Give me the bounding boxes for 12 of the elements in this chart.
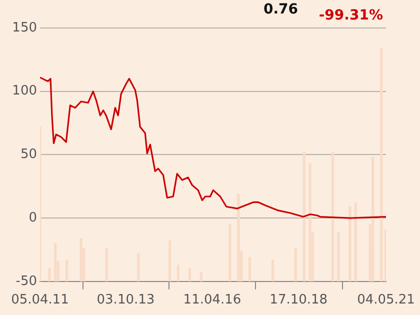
x-tick-label: 11.04.16 [183, 292, 242, 308]
y-tick-label: 100 [12, 84, 37, 99]
x-tick-label: 05.04.11 [11, 292, 69, 308]
y-tick-label: 150 [12, 20, 37, 36]
y-tick-label: 50 [20, 147, 37, 162]
text: -99.31% [318, 8, 383, 24]
x-tick-label: 03.10.13 [96, 292, 155, 308]
y-tick-label: -50 [16, 274, 37, 289]
text: 0.76 [263, 2, 298, 18]
x-tick-label: 17.10.18 [270, 292, 328, 308]
y-tick-label: 0 [28, 210, 37, 226]
x-tick-label: 04.05.21 [357, 292, 415, 308]
